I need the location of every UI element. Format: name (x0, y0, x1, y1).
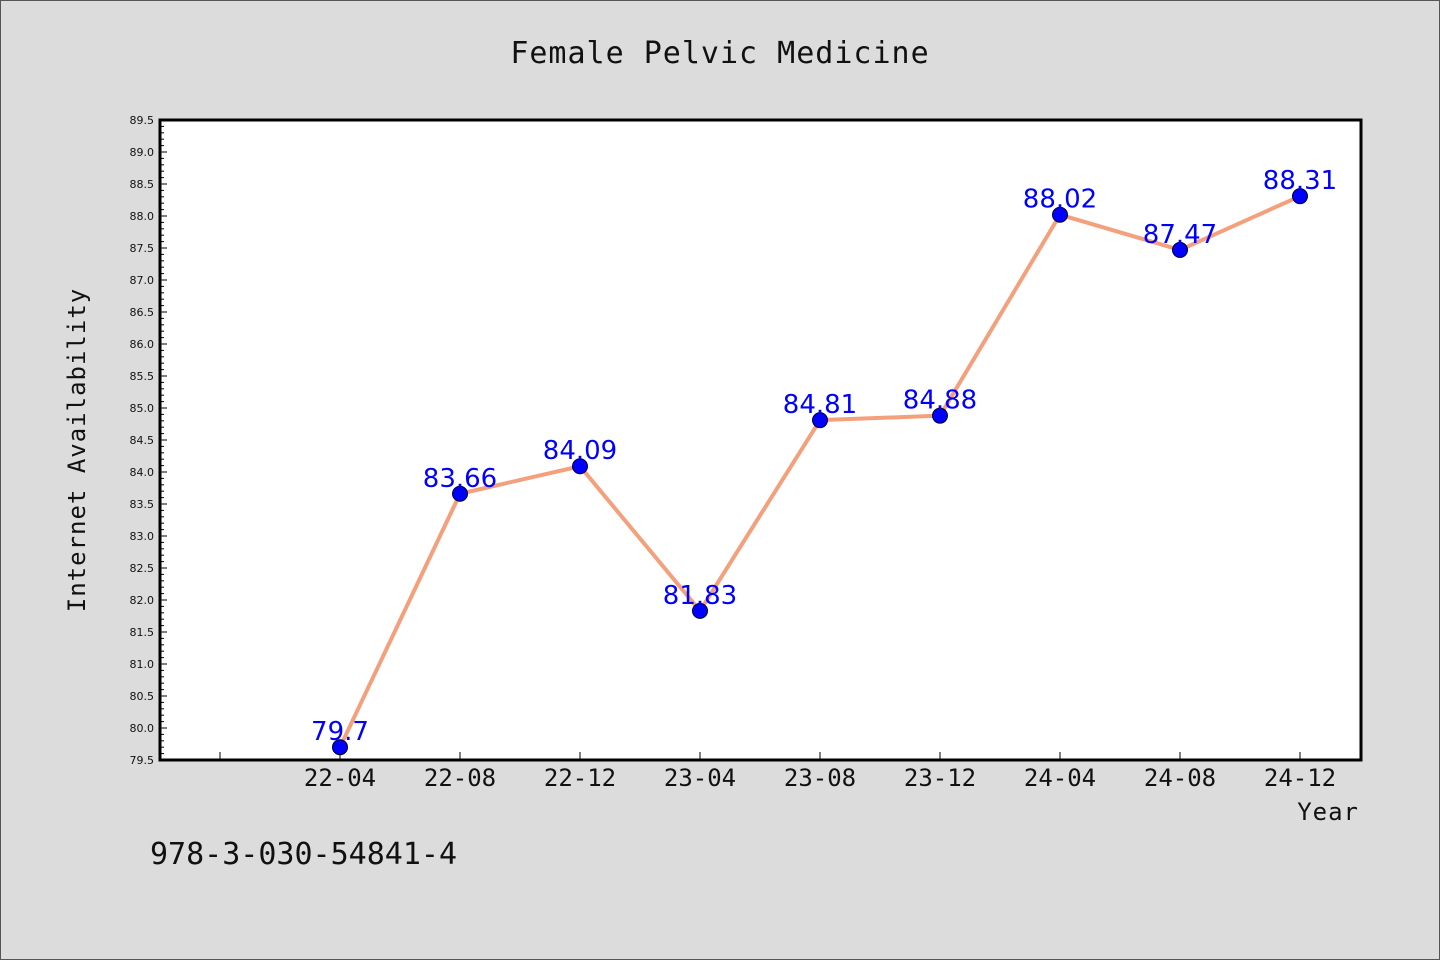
data-point (932, 407, 948, 424)
data-label: 87.47 (1143, 220, 1217, 250)
x-tick-label: 24-12 (1264, 764, 1336, 792)
x-tick-label: 22-04 (304, 764, 376, 792)
y-tick-label: 81.5 (130, 626, 155, 639)
y-tick-label: 85.5 (130, 370, 155, 383)
y-tick-label: 83.5 (130, 498, 155, 511)
y-tick-label: 86.5 (130, 306, 155, 319)
y-tick-label: 87.5 (130, 242, 155, 255)
data-label: 84.88 (903, 386, 977, 416)
x-tick-label: 24-04 (1024, 764, 1096, 792)
data-point (1172, 241, 1188, 258)
y-tick-label: 82.0 (130, 594, 155, 607)
y-tick-label: 80.5 (130, 690, 155, 703)
data-point (332, 739, 348, 756)
y-tick-label: 81.0 (130, 658, 155, 671)
y-tick-label: 84.0 (130, 466, 155, 479)
footer-isbn: 978-3-030-54841-4 (150, 837, 457, 872)
data-label: 83.66 (423, 464, 497, 494)
data-label: 88.31 (1263, 166, 1337, 196)
data-point (452, 485, 468, 502)
y-tick-label: 86.0 (130, 338, 155, 351)
x-tick-label: 23-08 (784, 764, 856, 792)
data-label: 79.7 (311, 717, 369, 747)
x-tick-label: 23-04 (664, 764, 736, 792)
data-point (572, 458, 588, 475)
y-tick-label: 87.0 (130, 274, 155, 287)
data-label: 88.02 (1023, 185, 1097, 215)
series-group: 79.7 83.66 84.09 81.83 84.81 84.88 88.02 87.47 8… (311, 166, 1337, 756)
data-label: 84.09 (543, 436, 617, 466)
data-point (1052, 206, 1068, 223)
plot-area (158, 118, 1363, 762)
y-axis: 79.5 80.0 80.5 81.0 81.5 82.0 82.5 83.0 83.5 84.0… (130, 114, 167, 767)
chart-title: Female Pelvic Medicine (510, 36, 929, 71)
x-axis: 22-04 22-08 22-12 23-04 23-08 23-12 24-04 24-08… (219, 752, 1336, 792)
y-tick-label: 82.5 (130, 562, 155, 575)
y-axis-title: Internet Availability (63, 288, 91, 612)
x-tick-label: 24-08 (1144, 764, 1216, 792)
y-tick-label: 84.5 (130, 434, 155, 447)
x-tick-label: 22-08 (424, 764, 496, 792)
y-tick-label: 89.0 (130, 146, 155, 159)
data-point (692, 602, 708, 619)
y-tick-label: 83.0 (130, 530, 155, 543)
x-tick-label: 22-12 (544, 764, 616, 792)
data-point (1292, 188, 1308, 205)
y-tick-label: 88.5 (130, 178, 155, 191)
y-tick-label: 85.0 (130, 402, 155, 415)
data-point (812, 412, 828, 429)
y-tick-label: 89.5 (130, 114, 155, 127)
y-tick-label: 80.0 (130, 722, 155, 735)
y-tick-label: 79.5 (130, 754, 155, 767)
data-label: 81.83 (663, 581, 737, 611)
y-tick-label: 88.0 (130, 210, 155, 223)
data-label: 84.81 (783, 390, 857, 420)
x-tick-label: 23-12 (904, 764, 976, 792)
x-axis-title: Year (1297, 798, 1359, 826)
